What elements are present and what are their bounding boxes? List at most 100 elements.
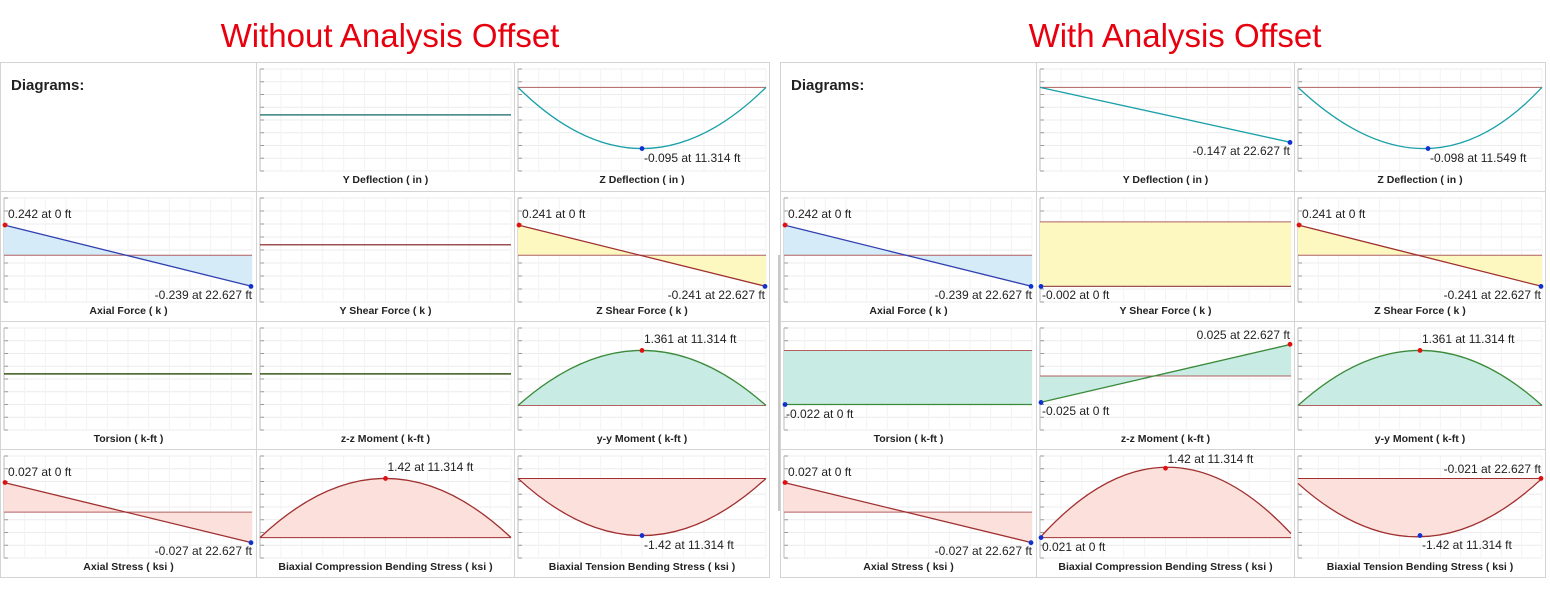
- diagram-fill: [1040, 467, 1291, 538]
- diagram-caption: Y Shear Force ( k ): [339, 305, 432, 317]
- diagram-plot: [2, 197, 254, 303]
- diagram-biaxial-compression-bending-stress[interactable]: Biaxial Compression Bending Stress ( ksi…: [256, 449, 514, 577]
- min-point: [1417, 533, 1423, 538]
- diagram-value-label: 0.241 at 0 ft: [522, 207, 586, 222]
- max-point: [639, 348, 645, 353]
- diagram-z-shear-force[interactable]: Z Shear Force ( k ) 0.241 at 0 ft -0.241 a…: [1294, 191, 1545, 321]
- diagrams-panel-right: Diagrams: Y Deflection ( in ) -0.147 at 2…: [780, 62, 1546, 578]
- diagram-axial-force[interactable]: Axial Force ( k ) 0.242 at 0 ft -0.239 at …: [1, 191, 256, 321]
- diagram-caption: Axial Stress ( ksi ): [83, 561, 174, 573]
- diagram-caption: z-z Moment ( k-ft ): [340, 433, 431, 445]
- diagram-plot: [517, 68, 767, 172]
- diagram-caption: Biaxial Compression Bending Stress ( ksi…: [1058, 561, 1273, 573]
- min-point: [1038, 284, 1044, 289]
- max-point: [1287, 341, 1293, 347]
- diagram-plot: [782, 455, 1034, 559]
- diagram-value-label: -1.42 at 11.314 ft: [1422, 537, 1512, 552]
- plot-gridlines: [517, 68, 767, 172]
- diagram-y-y-moment[interactable]: y-y Moment ( k-ft ) 1.361 at 11.314 ft: [514, 321, 769, 449]
- diagram-caption: Biaxial Compression Bending Stress ( ksi…: [278, 561, 493, 573]
- plot-gridlines: [259, 68, 512, 172]
- diagram-biaxial-tension-bending-stress[interactable]: Biaxial Tension Bending Stress ( ksi ) -1…: [514, 449, 769, 577]
- diagram-caption: y-y Moment ( k-ft ): [1374, 433, 1466, 445]
- diagram-value-label: -0.027 at 22.627 ft: [934, 544, 1032, 558]
- diagram-y-deflection[interactable]: Y Deflection ( in ): [256, 63, 514, 191]
- diagram-fill: [1040, 221, 1291, 287]
- max-point: [2, 480, 8, 485]
- diagram-line: [783, 481, 1033, 544]
- plot-gridlines: [259, 197, 512, 303]
- diagram-y-y-moment[interactable]: y-y Moment ( k-ft ) 1.361 at 11.314 ft: [1294, 321, 1545, 449]
- diagram-caption: Y Deflection ( in ): [342, 174, 429, 186]
- max-point: [1538, 476, 1544, 481]
- heading-without-offset: Without Analysis Offset: [220, 17, 560, 54]
- diagram-plot: [1297, 68, 1543, 172]
- diagram-value-label: -0.147 at 22.627 ft: [1192, 144, 1290, 159]
- diagram-y-shear-force[interactable]: Y Shear Force ( k ): [256, 191, 514, 321]
- min-point: [248, 284, 254, 289]
- diagram-axial-stress[interactable]: Axial Stress ( ksi ) 0.027 at 0 ft -0.027 …: [1, 449, 256, 577]
- diagram-caption: Axial Stress ( ksi ): [863, 561, 954, 573]
- diagram-axial-force[interactable]: Axial Force ( k ) 0.242 at 0 ft -0.239 at …: [781, 191, 1036, 321]
- min-point: [782, 402, 788, 407]
- min-point: [639, 533, 645, 538]
- diagram-y-deflection[interactable]: Y Deflection ( in ) -0.147 at 22.627 ft: [1036, 63, 1294, 191]
- max-point: [383, 476, 388, 481]
- diagram-caption: Biaxial Tension Bending Stress ( ksi ): [1326, 561, 1514, 573]
- diagram-plot: [1297, 455, 1544, 559]
- diagram-caption: Torsion ( k-ft ): [873, 433, 944, 445]
- max-point: [2, 222, 8, 228]
- diagram-z-z-moment[interactable]: z-z Moment ( k-ft ): [256, 321, 514, 449]
- diagrams-title: Diagrams:: [11, 77, 85, 94]
- diagram-axial-stress[interactable]: Axial Stress ( ksi ) 0.027 at 0 ft -0.027 …: [781, 449, 1036, 577]
- max-point: [782, 480, 788, 485]
- min-point: [248, 540, 254, 546]
- diagram-z-deflection[interactable]: Z Deflection ( in ) -0.095 at 11.314 ft: [514, 63, 769, 191]
- diagram-plot: [1039, 68, 1293, 172]
- diagram-plot: [1038, 327, 1293, 431]
- heading-with-offset: With Analysis Offset: [1028, 17, 1322, 54]
- diagram-torsion[interactable]: Torsion ( k-ft ) -0.022 at 0 ft: [781, 321, 1036, 449]
- min-point: [639, 146, 645, 151]
- plot-gridlines: [3, 327, 253, 431]
- diagram-line: [1039, 343, 1292, 404]
- diagram-value-label: 0.027 at 0 ft: [788, 464, 852, 479]
- diagram-fill: [1298, 478, 1542, 537]
- diagram-plot: [259, 68, 512, 172]
- max-point: [782, 222, 788, 228]
- diagram-plot: [1296, 197, 1544, 303]
- min-point: [762, 284, 768, 289]
- diagram-value-label: -0.098 at 11.549 ft: [1430, 150, 1527, 165]
- diagram-value-label: 1.361 at 11.314 ft: [1422, 332, 1515, 347]
- diagram-value-label: 0.242 at 0 ft: [8, 207, 72, 222]
- diagram-z-shear-force[interactable]: Z Shear Force ( k ) 0.241 at 0 ft -0.241 a…: [514, 191, 769, 321]
- diagram-value-label: -0.002 at 0 ft: [1042, 288, 1110, 303]
- diagram-plot: [259, 455, 512, 559]
- min-point: [1425, 146, 1431, 151]
- diagram-plot: [259, 327, 512, 431]
- diagram-plot: [1038, 197, 1292, 303]
- diagram-z-z-moment[interactable]: z-z Moment ( k-ft ) 0.025 at 22.627 ft -0.…: [1036, 321, 1294, 449]
- diagram-caption: Y Deflection ( in ): [1122, 174, 1209, 186]
- diagram-biaxial-tension-bending-stress[interactable]: Biaxial Tension Bending Stress ( ksi ) -0…: [1294, 449, 1545, 577]
- diagram-value-label: 1.42 at 11.314 ft: [1167, 452, 1254, 466]
- diagram-value-label: -0.241 at 22.627 ft: [667, 288, 765, 302]
- diagram-biaxial-compression-bending-stress[interactable]: Biaxial Compression Bending Stress ( ksi…: [1036, 449, 1294, 577]
- diagram-caption: Y Shear Force ( k ): [1119, 305, 1212, 317]
- diagram-value-label: -0.241 at 22.627 ft: [1443, 288, 1541, 302]
- min-point: [1038, 535, 1044, 540]
- diagram-torsion[interactable]: Torsion ( k-ft ): [1, 321, 256, 449]
- diagram-caption: Axial Force ( k ): [89, 305, 168, 317]
- diagram-value-label: -0.239 at 22.627 ft: [934, 288, 1032, 302]
- diagram-caption: Axial Force ( k ): [869, 305, 948, 317]
- diagrams-panel-left: Diagrams: Y Deflection ( in ) Z Deflectio…: [0, 62, 770, 578]
- max-point: [516, 222, 522, 228]
- panel-scrollbar[interactable]: [778, 255, 781, 511]
- diagram-plot: [517, 327, 767, 431]
- diagram-value-label: -0.021 at 22.627 ft: [1443, 462, 1541, 477]
- diagram-y-shear-force[interactable]: Y Shear Force ( k ) -0.002 at 0 ft: [1036, 191, 1294, 321]
- max-point: [1417, 348, 1423, 353]
- plot-gridlines: [517, 197, 767, 303]
- diagram-z-deflection[interactable]: Z Deflection ( in ) -0.098 at 11.549 ft: [1294, 63, 1545, 191]
- diagram-line: [3, 224, 253, 288]
